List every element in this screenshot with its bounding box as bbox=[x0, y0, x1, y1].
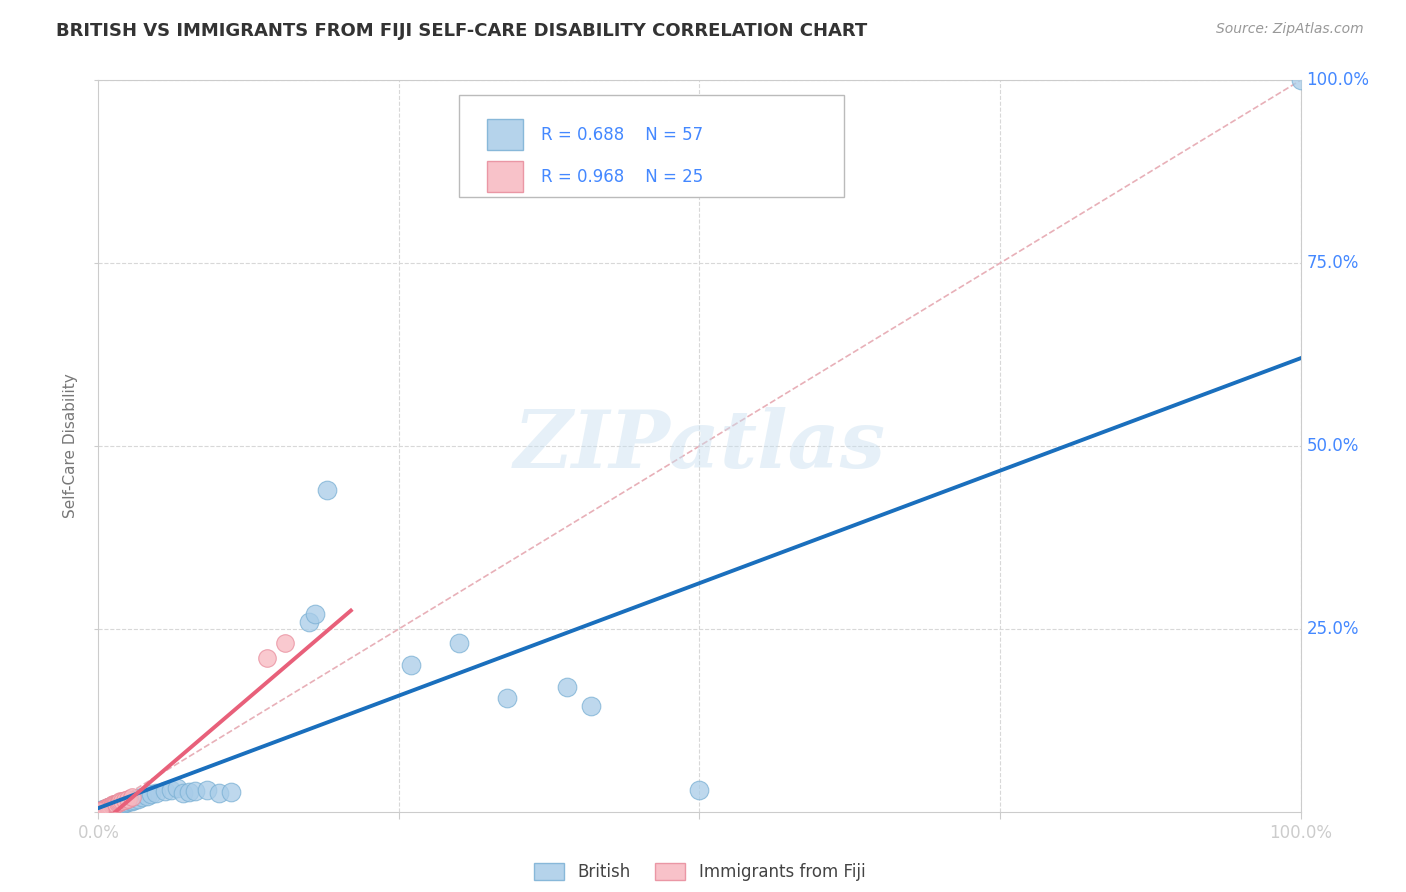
Point bbox=[104, 798, 127, 813]
Point bbox=[183, 783, 205, 797]
Point bbox=[103, 797, 125, 812]
Point bbox=[114, 796, 136, 810]
Text: 50.0%: 50.0% bbox=[1306, 437, 1360, 455]
Point bbox=[100, 800, 122, 814]
Point bbox=[89, 804, 111, 818]
Point bbox=[94, 801, 117, 815]
Bar bbox=[486, 161, 523, 192]
Y-axis label: Self-Care Disability: Self-Care Disability bbox=[63, 374, 79, 518]
Point bbox=[101, 799, 124, 814]
Point bbox=[555, 681, 578, 695]
Point bbox=[91, 803, 114, 817]
Text: R = 0.688    N = 57: R = 0.688 N = 57 bbox=[541, 126, 703, 144]
Point bbox=[100, 798, 122, 813]
Point bbox=[177, 785, 200, 799]
Point bbox=[103, 799, 125, 814]
Point bbox=[90, 803, 112, 817]
Point bbox=[111, 794, 134, 808]
Text: 25.0%: 25.0% bbox=[1306, 620, 1360, 638]
Point bbox=[89, 804, 111, 818]
Point bbox=[141, 787, 163, 801]
Point bbox=[107, 796, 129, 810]
Point bbox=[208, 787, 231, 801]
Legend: British, Immigrants from Fiji: British, Immigrants from Fiji bbox=[527, 856, 872, 888]
Point bbox=[90, 804, 112, 818]
Point bbox=[121, 790, 143, 805]
Point bbox=[153, 784, 176, 798]
Point bbox=[105, 797, 128, 811]
Text: Source: ZipAtlas.com: Source: ZipAtlas.com bbox=[1216, 22, 1364, 37]
Point bbox=[124, 793, 146, 807]
Point bbox=[91, 803, 114, 817]
Point bbox=[98, 799, 121, 814]
Point bbox=[195, 782, 218, 797]
Point bbox=[315, 483, 337, 497]
Text: R = 0.968    N = 25: R = 0.968 N = 25 bbox=[541, 168, 703, 186]
Point bbox=[399, 658, 422, 673]
Point bbox=[91, 803, 114, 817]
Point bbox=[219, 785, 242, 799]
Point bbox=[127, 792, 149, 806]
Point bbox=[98, 800, 121, 814]
Point bbox=[1289, 73, 1312, 87]
FancyBboxPatch shape bbox=[458, 95, 844, 197]
Point bbox=[93, 802, 115, 816]
Point bbox=[108, 797, 131, 812]
Point bbox=[91, 803, 114, 817]
Point bbox=[298, 615, 321, 629]
Point bbox=[93, 803, 115, 817]
Text: ZIPatlas: ZIPatlas bbox=[513, 408, 886, 484]
Point bbox=[94, 803, 117, 817]
Point bbox=[581, 698, 603, 713]
Point bbox=[96, 800, 118, 814]
Point bbox=[100, 798, 122, 813]
Point bbox=[100, 800, 122, 814]
Point bbox=[89, 804, 111, 818]
Point bbox=[108, 798, 131, 813]
Point bbox=[256, 651, 278, 665]
Point bbox=[131, 790, 153, 805]
Point bbox=[97, 801, 120, 815]
Point bbox=[135, 789, 157, 803]
Text: BRITISH VS IMMIGRANTS FROM FIJI SELF-CARE DISABILITY CORRELATION CHART: BRITISH VS IMMIGRANTS FROM FIJI SELF-CAR… bbox=[56, 22, 868, 40]
Point bbox=[496, 691, 519, 706]
Point bbox=[91, 803, 114, 817]
Point bbox=[97, 802, 120, 816]
Point bbox=[96, 802, 118, 816]
Point bbox=[108, 795, 131, 809]
Point bbox=[93, 802, 115, 816]
Point bbox=[304, 607, 326, 622]
Point bbox=[121, 794, 143, 808]
Point bbox=[172, 787, 194, 801]
Point bbox=[91, 803, 114, 817]
Point bbox=[159, 782, 181, 797]
Text: 75.0%: 75.0% bbox=[1306, 254, 1360, 272]
Point bbox=[111, 797, 134, 811]
Point bbox=[94, 802, 117, 816]
Point bbox=[118, 795, 141, 809]
Point bbox=[688, 782, 710, 797]
Point bbox=[104, 797, 127, 811]
Point bbox=[98, 801, 121, 815]
Point bbox=[110, 797, 132, 812]
Point bbox=[97, 800, 120, 814]
Point bbox=[107, 798, 129, 813]
Point bbox=[100, 801, 122, 815]
Point bbox=[101, 797, 124, 812]
Point bbox=[166, 781, 188, 796]
Point bbox=[114, 793, 136, 807]
Point bbox=[447, 636, 470, 650]
Point bbox=[117, 791, 139, 805]
Point bbox=[274, 636, 297, 650]
Bar bbox=[486, 120, 523, 150]
Text: 100.0%: 100.0% bbox=[1306, 71, 1369, 89]
Point bbox=[96, 801, 118, 815]
Point bbox=[117, 795, 139, 809]
Point bbox=[105, 798, 128, 813]
Point bbox=[108, 795, 131, 809]
Point bbox=[145, 786, 167, 800]
Point bbox=[90, 803, 112, 817]
